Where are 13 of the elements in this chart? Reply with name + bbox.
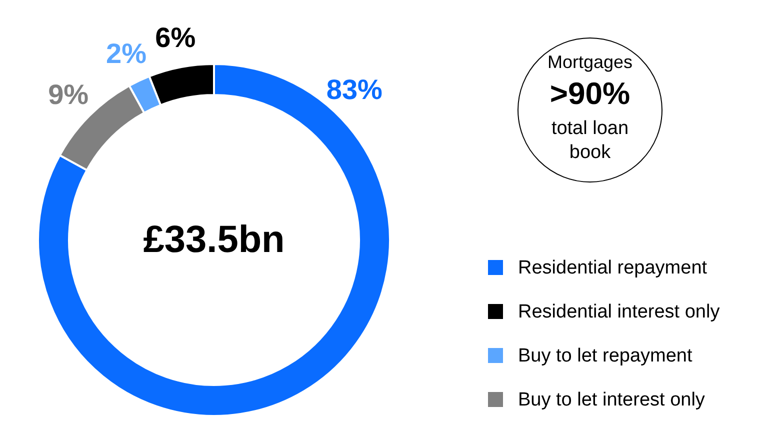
donut-slice <box>37 63 391 417</box>
data-label: 9% <box>48 78 89 110</box>
data-label: 6% <box>155 22 196 54</box>
text: £33.5bn <box>143 219 285 261</box>
data-label: 83% <box>326 74 383 105</box>
text: >90% <box>550 76 630 111</box>
legend-label: Buy to let repayment <box>518 346 693 366</box>
data-label: 2% <box>106 38 147 70</box>
legend-label: Residential interest only <box>518 302 720 322</box>
text: total loan book <box>551 118 629 163</box>
legend-label: Buy to let interest only <box>518 390 706 410</box>
legend-label: Residential repayment <box>518 258 708 278</box>
text: Mortgages <box>547 52 633 72</box>
